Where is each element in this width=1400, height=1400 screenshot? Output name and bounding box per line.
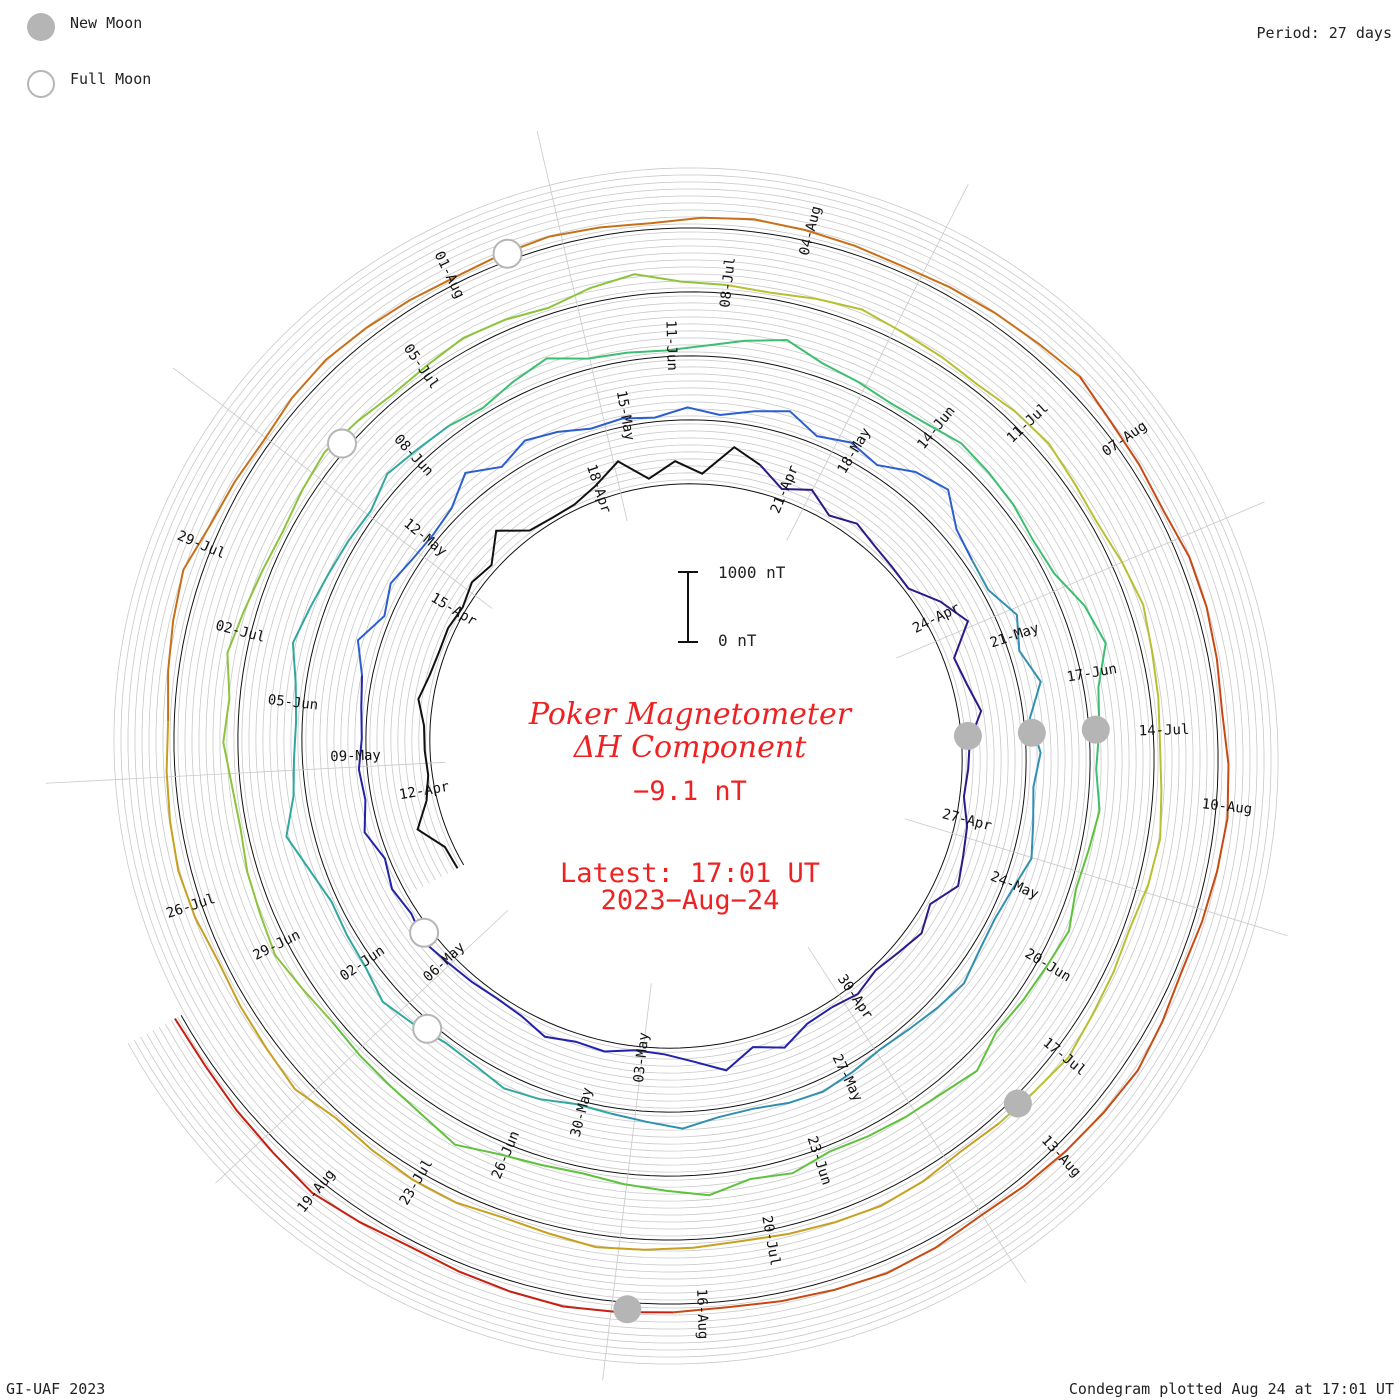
grid-spoke bbox=[45, 761, 446, 784]
spoke-layer bbox=[45, 131, 1288, 1381]
h-component-trace bbox=[222, 273, 727, 1023]
full-moon-legend-icon bbox=[27, 70, 55, 98]
footer-plotted: Condegram plotted Aug 24 at 17:01 UT bbox=[1068, 1380, 1394, 1398]
scale-bar bbox=[678, 571, 698, 643]
date-label: 26-Jun bbox=[489, 1129, 523, 1182]
grid-layer bbox=[113, 167, 1279, 1365]
full-moon-icon bbox=[326, 428, 357, 459]
date-label: 09-May bbox=[330, 747, 381, 765]
new-moon-icon bbox=[1017, 718, 1046, 747]
full-moon-legend-label: Full Moon bbox=[70, 70, 152, 88]
date-label: 10-Aug bbox=[1201, 796, 1253, 818]
date-label: 03-May bbox=[631, 1032, 653, 1084]
grid-arc bbox=[141, 195, 1251, 1337]
date-label: 24-Apr bbox=[910, 600, 962, 637]
new-moon-icon bbox=[1003, 1089, 1032, 1118]
date-label: 16-Aug bbox=[693, 1289, 711, 1340]
full-moon-icon bbox=[412, 1013, 443, 1044]
date-label: 14-Jul bbox=[1139, 722, 1190, 740]
h-component-trace bbox=[416, 445, 761, 869]
date-label: 27-May bbox=[829, 1052, 866, 1104]
h-component-trace bbox=[165, 721, 1000, 1251]
new-moon-icon bbox=[613, 1295, 642, 1324]
date-label: 20-Jul bbox=[758, 1214, 783, 1267]
scale-top-label: 1000 nT bbox=[718, 563, 786, 582]
grid-spoke bbox=[904, 818, 1288, 937]
grid-arc bbox=[120, 174, 1272, 1358]
latest-date: 2023−Aug−24 bbox=[600, 885, 780, 916]
baseline-spiral bbox=[173, 227, 1219, 1305]
h-component-trace bbox=[174, 1018, 674, 1314]
date-label: 12-Apr bbox=[398, 779, 451, 804]
h-component-trace bbox=[726, 284, 1163, 1124]
grid-arc bbox=[113, 167, 1279, 1365]
period-label: Period: 27 days bbox=[1256, 24, 1392, 42]
latest-time: Latest: 17:01 UT bbox=[559, 858, 821, 889]
scale-bottom-label: 0 nT bbox=[718, 631, 757, 650]
new-moon-legend-label: New Moon bbox=[70, 14, 143, 32]
new-moon-icon bbox=[1081, 715, 1110, 744]
grid-spoke bbox=[786, 184, 969, 541]
date-label: 15-May bbox=[613, 389, 638, 442]
grid-spoke bbox=[215, 909, 509, 1184]
full-moon-icon bbox=[409, 917, 440, 948]
h-component-trace bbox=[610, 559, 1042, 1130]
grid-arc bbox=[134, 188, 1258, 1344]
grid-arc bbox=[127, 181, 1265, 1351]
date-label: 08-Jul bbox=[717, 257, 739, 309]
grid-arc bbox=[148, 202, 1244, 1330]
grid-spoke bbox=[602, 983, 652, 1381]
grid-spoke bbox=[536, 131, 628, 522]
grid-arc bbox=[155, 209, 1237, 1323]
h-component-trace bbox=[331, 810, 1101, 1197]
footer-credit: GI-UAF 2023 bbox=[6, 1380, 106, 1398]
date-label: 24-May bbox=[988, 869, 1041, 903]
date-label: 30-May bbox=[568, 1086, 596, 1139]
date-label: 11-Jun bbox=[662, 320, 680, 371]
date-label: 05-Jun bbox=[267, 692, 319, 714]
current-value: −9.1 nT bbox=[633, 776, 747, 807]
moon-layer bbox=[326, 238, 1110, 1324]
h-component-trace bbox=[357, 675, 833, 1072]
grid-spoke bbox=[896, 501, 1265, 659]
h-component-trace bbox=[673, 376, 1230, 1314]
h-component-trace bbox=[285, 425, 612, 1115]
date-label: 01-Aug bbox=[431, 249, 468, 301]
grid-spoke bbox=[807, 946, 1027, 1283]
trace-layer bbox=[165, 216, 1230, 1314]
grid-spoke bbox=[172, 367, 493, 609]
date-label: 17-Jun bbox=[1066, 661, 1119, 686]
date-label: 19-Aug bbox=[294, 1167, 338, 1216]
h-component-trace bbox=[448, 338, 1107, 811]
full-moon-icon bbox=[492, 238, 523, 269]
chart-title: Poker Magnetometer bbox=[528, 697, 852, 732]
h-component-trace bbox=[759, 464, 983, 1009]
grid-arc bbox=[169, 223, 1223, 1309]
date-label: 29-Jul bbox=[175, 528, 228, 562]
new-moon-icon bbox=[953, 721, 982, 750]
new-moon-legend-icon bbox=[27, 13, 55, 41]
h-component-trace bbox=[356, 406, 973, 676]
date-label: 04-Aug bbox=[797, 204, 825, 257]
date-label: 05-Jul bbox=[400, 341, 442, 392]
grid-arc bbox=[162, 216, 1230, 1316]
chart-subtitle: ΔH Component bbox=[573, 730, 807, 765]
